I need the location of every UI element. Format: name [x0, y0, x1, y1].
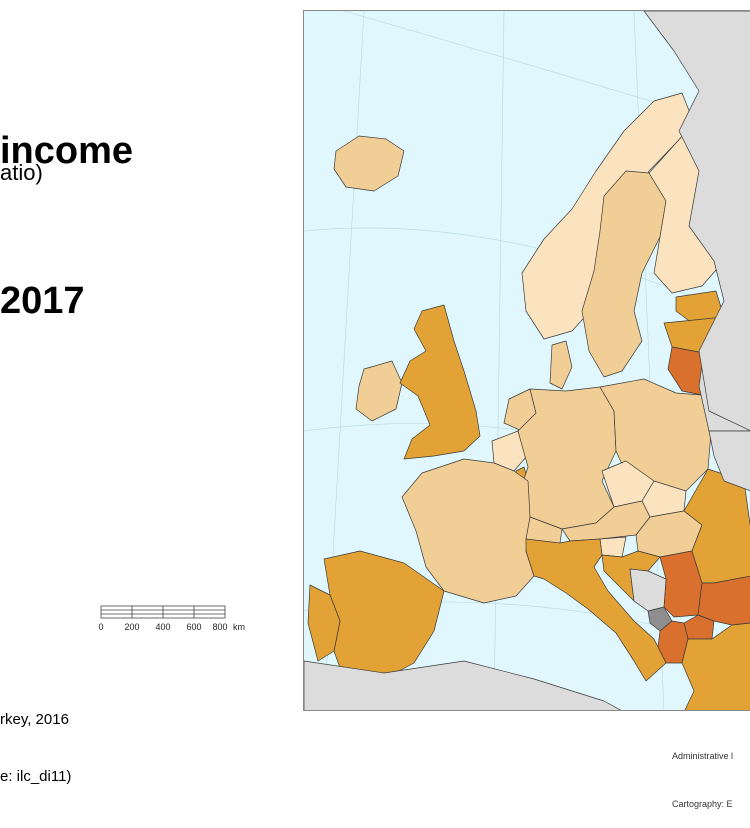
region-portugal	[307, 584, 341, 662]
map-canvas	[304, 11, 750, 710]
region-belgium	[491, 430, 527, 472]
map-title-line: income	[0, 130, 134, 172]
map-title: income 2017	[0, 26, 300, 376]
map-subtitle: atio)	[0, 160, 43, 185]
scale-tick-label: 200	[124, 622, 139, 632]
credit-line: Cartography: E	[672, 799, 733, 809]
map-title-line: 2017	[0, 280, 85, 322]
scale-tick-label: 600	[186, 622, 201, 632]
scale-tick-label: 0	[98, 622, 103, 632]
europe-map	[303, 10, 750, 711]
region-greece	[681, 622, 750, 710]
credit-line: Administrative l	[672, 751, 734, 761]
region-russia	[643, 11, 750, 431]
region-slovenia	[599, 536, 627, 558]
region-iceland	[333, 135, 405, 192]
region-north-africa	[304, 660, 622, 710]
scale-bar: 0 200 400 600 800 km	[96, 600, 266, 645]
region-denmark	[549, 340, 573, 390]
note-line: e: ilc_di11)	[0, 768, 72, 785]
region-bulgaria	[697, 575, 750, 626]
region-bosnia-and-herzegovina	[629, 568, 667, 612]
scale-tick-label: 400	[155, 622, 170, 632]
region-ukraine	[708, 430, 750, 492]
region-italy	[525, 538, 667, 682]
note-line: rkey, 2016	[0, 711, 69, 728]
region-united-kingdom	[399, 304, 481, 460]
scale-unit: km	[233, 622, 245, 632]
map-credits: Administrative l Cartography: E	[672, 716, 733, 828]
source-notes: rkey, 2016 e: ilc_di11)	[0, 672, 71, 805]
region-ireland	[355, 360, 403, 422]
scale-tick-label: 800	[212, 622, 227, 632]
